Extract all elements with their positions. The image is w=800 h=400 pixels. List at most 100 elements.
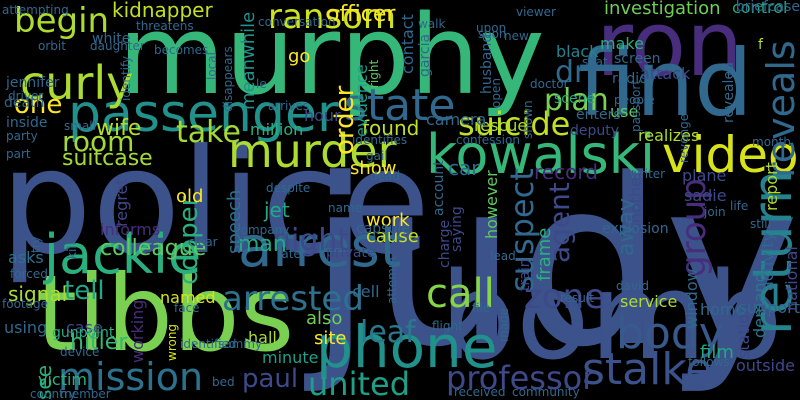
word-capsule: capsule: [356, 221, 410, 237]
word-ron: ron: [596, 0, 744, 97]
word-united: united: [308, 365, 410, 400]
word-radio: radio: [612, 71, 648, 87]
word-forced: forced: [10, 267, 48, 281]
word-kidnapper: kidnapper: [112, 0, 213, 22]
word-dr: dr: [555, 55, 587, 90]
word-gail: gail: [366, 149, 388, 163]
word-also: also: [306, 308, 343, 329]
word-arrested: arrested: [222, 279, 364, 319]
word-flight: flight: [432, 319, 463, 333]
word-file: file: [472, 301, 491, 315]
word-revealed: revealed: [721, 62, 737, 123]
word-control: control: [732, 0, 788, 17]
word-work: work: [366, 210, 410, 231]
word-threatens: threatens: [136, 19, 194, 33]
word-find: find: [578, 30, 753, 137]
word-hall: hall: [248, 328, 277, 347]
word-party: party: [6, 129, 38, 143]
word-made: made: [497, 308, 511, 343]
word-million: million: [250, 120, 304, 139]
word-activity: activity: [758, 232, 777, 291]
word-gunpoint: gunpoint: [52, 325, 115, 341]
word-site: site: [314, 328, 347, 349]
word-bomb: bomb: [440, 248, 783, 387]
word-wrong: wrong: [165, 324, 179, 362]
word-member: member: [60, 387, 111, 400]
word-man: man: [238, 232, 287, 257]
word-rescue: rescue: [474, 116, 528, 135]
word-charge: charge: [437, 220, 453, 269]
word-film: film: [700, 342, 734, 363]
word-f: f: [758, 37, 763, 53]
word-leaf: leaf: [360, 315, 416, 350]
word-arrives: arrives: [268, 99, 310, 113]
word-informs: informs: [100, 220, 161, 239]
word-hour: hour: [304, 106, 341, 125]
word-black: black: [556, 42, 599, 61]
word-make: make: [600, 34, 644, 53]
word-follows: follows: [688, 355, 730, 369]
word-death: death: [4, 95, 45, 111]
word-meanwhile: meanwhile: [238, 12, 259, 111]
word-colleague: colleague: [100, 236, 207, 261]
word-seat: seat: [582, 55, 608, 69]
word-found: found: [362, 116, 420, 140]
word-revenge: revenge: [677, 114, 691, 164]
word-attempting: attempting: [2, 3, 69, 17]
word-plane: plane: [682, 166, 727, 185]
word-sadie: sadie: [684, 186, 727, 205]
word-plan: plan: [544, 83, 609, 118]
word-upon: upon: [476, 21, 507, 35]
word-room: room: [62, 125, 135, 158]
word-victim: victim: [38, 370, 88, 389]
word-becomes: becomes: [154, 43, 209, 57]
word-phone: phone: [316, 313, 498, 381]
word-confession: confession: [456, 133, 520, 147]
word-however: however: [482, 170, 501, 239]
word-received: received: [454, 385, 506, 399]
word-sammy: sammy: [218, 337, 263, 351]
word-frame: frame: [534, 228, 555, 282]
word-jet: jet: [264, 198, 290, 222]
word-orbit: orbit: [38, 39, 66, 53]
word-national: national: [782, 246, 800, 311]
word-state: state: [344, 80, 456, 131]
word-reveals: reveals: [759, 40, 800, 178]
word-small: small: [64, 119, 96, 133]
word-driver: driver: [8, 89, 44, 103]
word-daughter: daughter: [90, 39, 145, 53]
word-local: local: [205, 52, 219, 80]
word-bed: bed: [212, 375, 235, 389]
word-lead: lead: [490, 249, 516, 263]
word-part: part: [6, 147, 31, 161]
word-body: body: [616, 308, 725, 359]
word-tibbs: tibbs: [36, 253, 295, 375]
word-realizes: realizes: [638, 126, 700, 145]
word-one: one: [14, 90, 63, 120]
word-white: white: [92, 31, 131, 47]
word-night: night: [272, 223, 350, 258]
word-identifies: identifies: [352, 133, 408, 147]
word-kowalski: kowalski: [426, 123, 656, 186]
word-identify: identify: [119, 56, 133, 102]
word-right: right: [367, 60, 381, 89]
word-camera: camera: [426, 110, 487, 129]
word-use: use: [610, 102, 639, 121]
word-inside: inside: [6, 115, 48, 131]
word-curly: curly: [20, 56, 134, 110]
word-show: show: [350, 158, 397, 179]
word-record: record: [534, 160, 598, 184]
word-writer: writer: [630, 167, 666, 181]
word-video: video: [662, 126, 799, 184]
word-deputy: deputy: [570, 123, 620, 139]
word-hitler: hitler: [70, 330, 128, 355]
word-garcia: garcia: [417, 34, 433, 78]
word-asks: asks: [8, 248, 44, 267]
word-country: country: [30, 387, 76, 400]
word-account: account: [431, 160, 447, 216]
word-footage: footage: [2, 297, 48, 311]
word-support: support: [738, 298, 800, 317]
word-train: train: [517, 258, 533, 291]
word-tell: tell: [64, 276, 105, 306]
